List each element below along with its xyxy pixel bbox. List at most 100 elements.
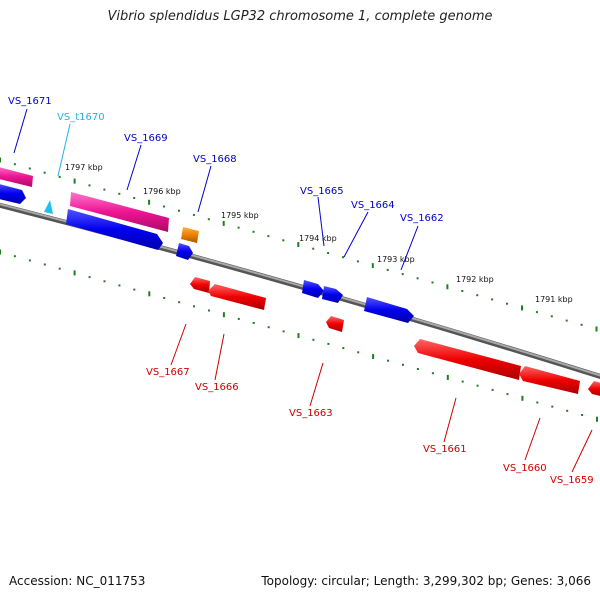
tick-mark — [565, 319, 568, 322]
tick-mark — [476, 384, 479, 387]
gene-label-vs1660[interactable]: VS_1660 — [503, 463, 547, 474]
tick-mark — [431, 281, 434, 284]
gene-feature-vs1669[interactable] — [70, 192, 169, 232]
gene-feature-vs1671-blue[interactable] — [0, 183, 26, 204]
tick-mark — [58, 175, 61, 178]
gene-label-vs1663[interactable]: VS_1663 — [289, 408, 333, 419]
tick-mark — [371, 263, 374, 269]
kbp-label: 1796 kbp — [143, 187, 181, 196]
tick-mark — [521, 305, 523, 311]
tick-mark — [178, 209, 180, 212]
kbp-label: 1797 kbp — [65, 163, 103, 172]
gene-feature-vs1665[interactable] — [302, 280, 324, 298]
gene-labels: VS_1671 VS_t1670 VS_1669 VS_1668 VS_1665… — [8, 96, 594, 486]
gene-label-vs1667[interactable]: VS_1667 — [146, 367, 190, 378]
gene-feature-vs1661[interactable] — [414, 339, 521, 380]
gene-label-vs1659[interactable]: VS_1659 — [550, 475, 594, 486]
tick-mark — [297, 242, 300, 247]
tick-mark — [491, 388, 494, 391]
tick-mark — [252, 230, 255, 233]
kbp-label: 1794 kbp — [299, 234, 337, 243]
gene-label-vs1671[interactable]: VS_1671 — [8, 96, 52, 107]
tick-mark — [446, 374, 449, 380]
tick-mark — [372, 354, 375, 359]
gene-feature-vs1663[interactable] — [326, 316, 344, 332]
tick-mark — [0, 249, 1, 255]
gene-feature-vs1671[interactable] — [0, 166, 33, 187]
tick-mark — [73, 270, 76, 276]
tick-mark — [28, 167, 31, 170]
gene-label-vs1664[interactable]: VS_1664 — [351, 200, 395, 211]
tick-mark — [312, 338, 315, 341]
gene-label-vs1666[interactable]: VS_1666 — [195, 382, 239, 393]
kbp-labels: 1797 kbp 1796 kbp 1795 kbp 1794 kbp 1793… — [65, 163, 573, 304]
tick-mark — [550, 315, 553, 318]
gene-feature-vs1659[interactable] — [588, 381, 600, 397]
tick-mark — [58, 267, 61, 270]
tick-mark — [237, 317, 240, 320]
gene-label-vs1665[interactable]: VS_1665 — [300, 186, 344, 197]
tick-mark — [282, 330, 285, 333]
tick-mark — [401, 273, 404, 276]
gene-feature-vs1667[interactable] — [190, 277, 210, 293]
tick-mark — [133, 288, 136, 291]
tick-mark — [282, 239, 285, 242]
genome-summary-text: Topology: circular; Length: 3,299,302 bp… — [261, 574, 591, 588]
gene-label-vs-t1670[interactable]: VS_t1670 — [57, 112, 105, 123]
tick-mark — [222, 220, 225, 226]
tick-mark — [342, 347, 345, 350]
tick-mark — [207, 218, 210, 221]
tick-mark — [148, 199, 151, 205]
kbp-label: 1792 kbp — [456, 275, 494, 284]
tick-mark — [416, 368, 419, 370]
tick-mark — [387, 359, 390, 362]
tick-mark — [312, 247, 315, 250]
tick-mark — [416, 277, 419, 280]
tick-mark — [461, 380, 464, 383]
gene-feature-vs1666[interactable] — [208, 284, 266, 310]
gene-feature-vs1668[interactable] — [181, 227, 199, 243]
tick-mark — [386, 268, 389, 271]
tick-mark — [118, 192, 121, 195]
tick-mark — [208, 309, 210, 312]
gene-label-vs1669[interactable]: VS_1669 — [124, 133, 168, 144]
gene-label-vs1661[interactable]: VS_1661 — [423, 444, 467, 455]
tick-mark — [506, 302, 508, 305]
kbp-label: 1791 kbp — [535, 295, 573, 304]
tick-mark — [476, 294, 479, 297]
gene-feature-vs1660[interactable] — [519, 366, 580, 394]
tick-mark — [342, 256, 344, 259]
tick-mark — [133, 197, 136, 199]
tick-mark — [88, 276, 91, 279]
tick-mark — [163, 205, 165, 208]
gene-label-vs1668[interactable]: VS_1668 — [193, 154, 237, 165]
tick-mark — [0, 157, 1, 163]
tick-mark — [28, 259, 31, 262]
tick-mark — [431, 372, 434, 375]
gene-label-vs1662[interactable]: VS_1662 — [400, 213, 444, 224]
tick-mark — [535, 311, 538, 314]
tick-mark — [461, 290, 464, 292]
tick-mark — [193, 305, 195, 308]
tick-mark — [267, 235, 270, 238]
tick-mark — [178, 301, 181, 304]
tick-mark — [491, 298, 494, 301]
gene-feature-blue-1[interactable] — [66, 209, 163, 250]
gene-feature-vs1664[interactable] — [322, 286, 343, 303]
tick-mark — [43, 171, 46, 174]
gene-feature-vs1662[interactable] — [364, 297, 414, 323]
tick-mark — [73, 178, 76, 184]
tick-mark — [192, 213, 195, 216]
tick-mark — [536, 401, 539, 404]
gene-feature-blue-2[interactable] — [176, 243, 193, 260]
tick-mark — [222, 312, 225, 318]
tick-mark — [446, 284, 449, 290]
tick-mark — [506, 393, 509, 396]
tick-mark — [356, 260, 359, 263]
leader-lines — [13, 108, 593, 473]
tick-mark — [252, 322, 255, 324]
tick-mark — [327, 252, 330, 254]
gene-feature-vs-t1670[interactable] — [44, 200, 53, 214]
tick-mark — [148, 291, 151, 297]
tick-mark — [13, 255, 16, 258]
